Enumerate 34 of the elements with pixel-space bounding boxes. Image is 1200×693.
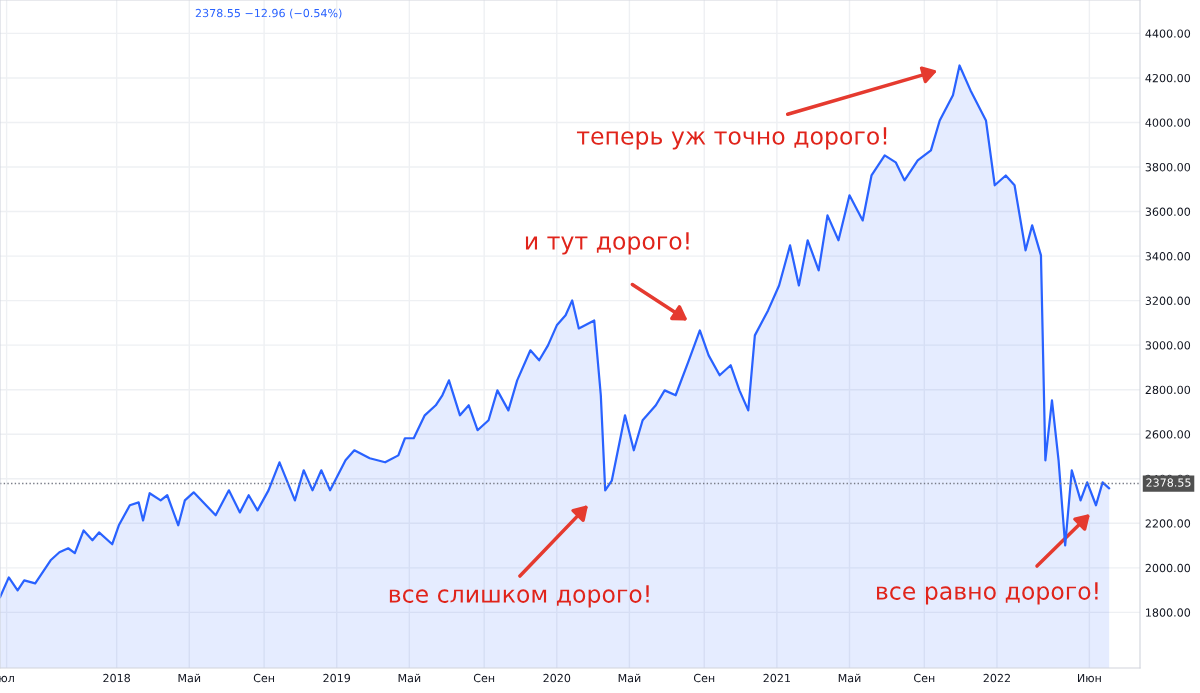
ref-line-label: 2378.55 [1146,478,1191,487]
x-tick-label: Сен [473,673,495,683]
y-tick-label: 4200.00 [1145,73,1191,83]
x-tick-label: Июн [1078,673,1101,683]
x-tick-label: Май [838,673,861,683]
annotation: все равно дорого! [877,582,1098,605]
x-tick-label: Сен [693,673,715,683]
y-tick-label: 1800.00 [1146,608,1191,617]
y-tick-label: 3800.00 [1145,162,1191,172]
x-tick-label: Май [618,673,641,683]
annotation: теперь уж точно дорого! [576,127,887,150]
x-tick-label: 2018 [103,673,131,683]
x-tick-label: 2022 [983,673,1010,683]
x-tick-label: 2021 [763,673,790,683]
y-tick-label: 2200.00 [1145,519,1191,528]
y-tick-label: 3000.00 [1145,341,1191,350]
y-tick-label: 3600.00 [1145,207,1191,216]
x-tick-label: Май [178,673,201,683]
x-tick-label: Сен [253,673,275,683]
x-tick-label: 2020 [543,673,571,683]
x-tick-label: Сен [914,673,935,683]
y-tick-label: 3400.00 [1145,252,1191,261]
y-tick-label: 3200.00 [1145,296,1191,305]
x-tick-label: Май [398,673,421,683]
y-tick-label: 4400.00 [1145,29,1191,38]
y-tick-label: 2800.00 [1145,385,1191,395]
x-tick-label: юл [0,675,14,683]
annotation: и тут дорого! [525,232,689,255]
y-tick-label: 4000.00 [1145,118,1191,127]
y-tick-label: 2600.00 [1145,430,1191,439]
y-tick-label: 2000.00 [1145,563,1191,573]
x-tick-label: 2019 [323,673,351,683]
annotation: все слишком дорого! [389,585,649,608]
annotation: 2378.55 −12.96 (−0.54%) [195,8,342,19]
